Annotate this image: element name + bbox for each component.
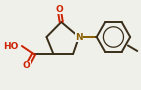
Text: N: N <box>75 32 83 41</box>
Text: O: O <box>23 61 31 70</box>
Text: HO: HO <box>4 41 19 50</box>
Text: O: O <box>55 4 63 14</box>
